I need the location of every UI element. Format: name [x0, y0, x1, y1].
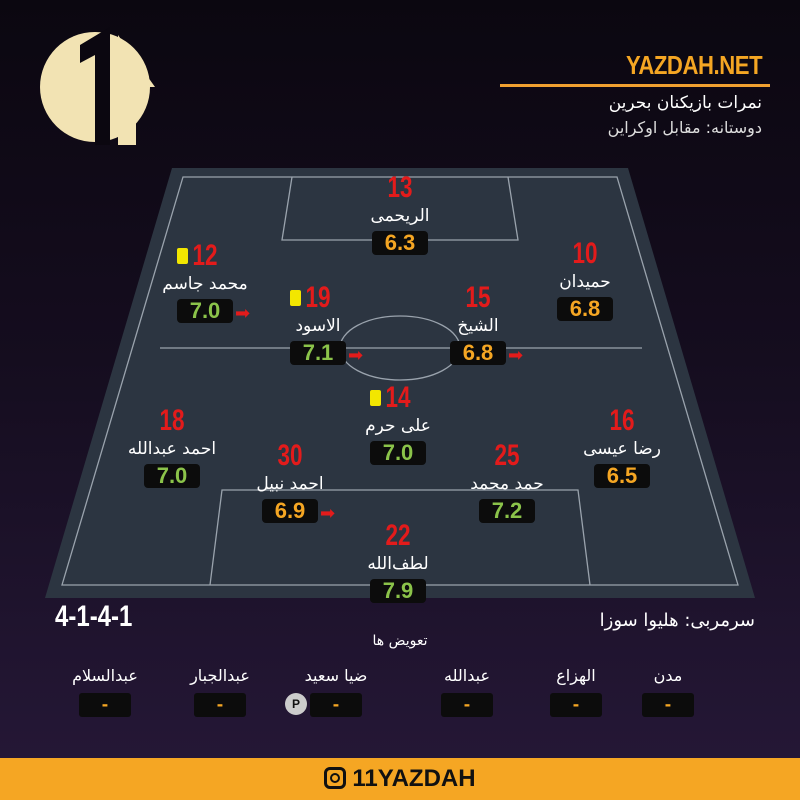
- player-number: 16: [609, 404, 635, 437]
- sub-rating: -: [550, 693, 602, 717]
- player-name: لطف‌الله: [367, 554, 429, 574]
- sub-name: عبدالسلام: [72, 666, 138, 685]
- player-name: الشیخ: [457, 316, 499, 336]
- instagram-handle: 11YAZDAH: [352, 765, 476, 792]
- substituted-arrow-icon: ➡: [348, 345, 364, 366]
- player: 13 الریحمی 6.3: [320, 172, 480, 255]
- substituted-arrow-icon: ➡: [320, 503, 336, 524]
- subs-title: تعویض ها: [372, 633, 428, 649]
- player-name: الریحمی: [370, 206, 430, 226]
- substitute: مدن -: [603, 665, 733, 717]
- player-rating: 7.1: [290, 341, 346, 365]
- coach: سرمربی: هلیوا سوزا: [599, 610, 755, 631]
- player-name: الاسود: [295, 316, 341, 336]
- sub-name: ضیا سعید: [304, 666, 368, 685]
- player: 18 احمد عبدالله 7.0: [92, 405, 252, 488]
- player: 12 محمد جاسم 7.0: [125, 240, 285, 323]
- player-rating: 6.3: [372, 231, 428, 255]
- page-title: نمرات بازیکنان بحرین: [608, 93, 762, 113]
- player-rating: 7.9: [370, 579, 426, 603]
- yellow-card-icon: [177, 248, 188, 264]
- player-rating: 6.8: [450, 341, 506, 365]
- site-logo: [40, 27, 155, 145]
- player-rating: 6.9: [262, 499, 318, 523]
- player-rating: 7.0: [177, 299, 233, 323]
- substitute: عبدالله -: [402, 665, 532, 717]
- yellow-card-icon: [370, 390, 381, 406]
- player-number: 30: [277, 439, 303, 472]
- page-subtitle: دوستانه: مقابل اوکراین: [607, 118, 762, 137]
- substitute: عبدالجبار -: [155, 665, 285, 717]
- player-name: احمد نبیل: [256, 474, 324, 494]
- player-rating: 7.0: [144, 464, 200, 488]
- divider: [500, 84, 770, 87]
- player-name: احمد عبدالله: [127, 439, 217, 459]
- substitute: ضیا سعید -: [271, 665, 401, 717]
- player-rating: 7.0: [370, 441, 426, 465]
- instagram-icon: [324, 767, 347, 789]
- substituted-arrow-icon: ➡: [235, 303, 251, 324]
- sub-rating: -: [79, 693, 131, 717]
- player-name: حمیدان: [559, 272, 611, 292]
- player: 25 حمد محمد 7.2: [427, 440, 587, 523]
- player-rating: 6.8: [557, 297, 613, 321]
- player: 19 الاسود 7.1: [238, 282, 398, 365]
- player: 14 علی حرم 7.0: [318, 382, 478, 465]
- sub-rating: -: [441, 693, 493, 717]
- player-name: علی حرم: [365, 416, 431, 436]
- player-number: 19: [305, 281, 331, 314]
- player: 16 رضا عیسی 6.5: [542, 405, 702, 488]
- player-number: 10: [572, 237, 598, 270]
- footer: 11YAZDAH: [0, 758, 800, 800]
- player: 30 احمد نبیل 6.9: [210, 440, 370, 523]
- player: 22 لطف‌الله 7.9: [318, 520, 478, 603]
- site-name: YAZDAH.NET: [625, 50, 763, 80]
- sub-name: عبدالله: [444, 666, 490, 685]
- sub-name: الهزاع: [556, 666, 596, 685]
- player-number: 18: [159, 404, 185, 437]
- player-number: 12: [192, 239, 218, 272]
- player-rating: 6.5: [594, 464, 650, 488]
- player-name: محمد جاسم: [162, 274, 248, 294]
- player-number: 14: [385, 381, 411, 414]
- player-name: حمد محمد: [470, 474, 544, 494]
- formation: 4-1-4-1: [55, 600, 133, 633]
- player-number: 22: [385, 519, 411, 552]
- sub-rating: -: [642, 693, 694, 717]
- sub-name: عبدالجبار: [190, 666, 250, 685]
- player-rating: 7.2: [479, 499, 535, 523]
- player-number: 15: [465, 281, 491, 314]
- player-number: 25: [494, 439, 520, 472]
- player-number: 13: [387, 171, 413, 204]
- player: 15 الشیخ 6.8: [398, 282, 558, 365]
- sub-rating: -: [310, 693, 362, 717]
- player: 10 حمیدان 6.8: [505, 238, 665, 321]
- sub-rating: -: [194, 693, 246, 717]
- sub-name: مدن: [653, 666, 683, 685]
- penalty-badge: P: [285, 693, 307, 715]
- yellow-card-icon: [290, 290, 301, 306]
- player-name: رضا عیسی: [583, 439, 661, 459]
- substitute: عبدالسلام -: [40, 665, 170, 717]
- substitute: الهزاع -: [511, 665, 641, 717]
- substituted-arrow-icon: ➡: [508, 345, 524, 366]
